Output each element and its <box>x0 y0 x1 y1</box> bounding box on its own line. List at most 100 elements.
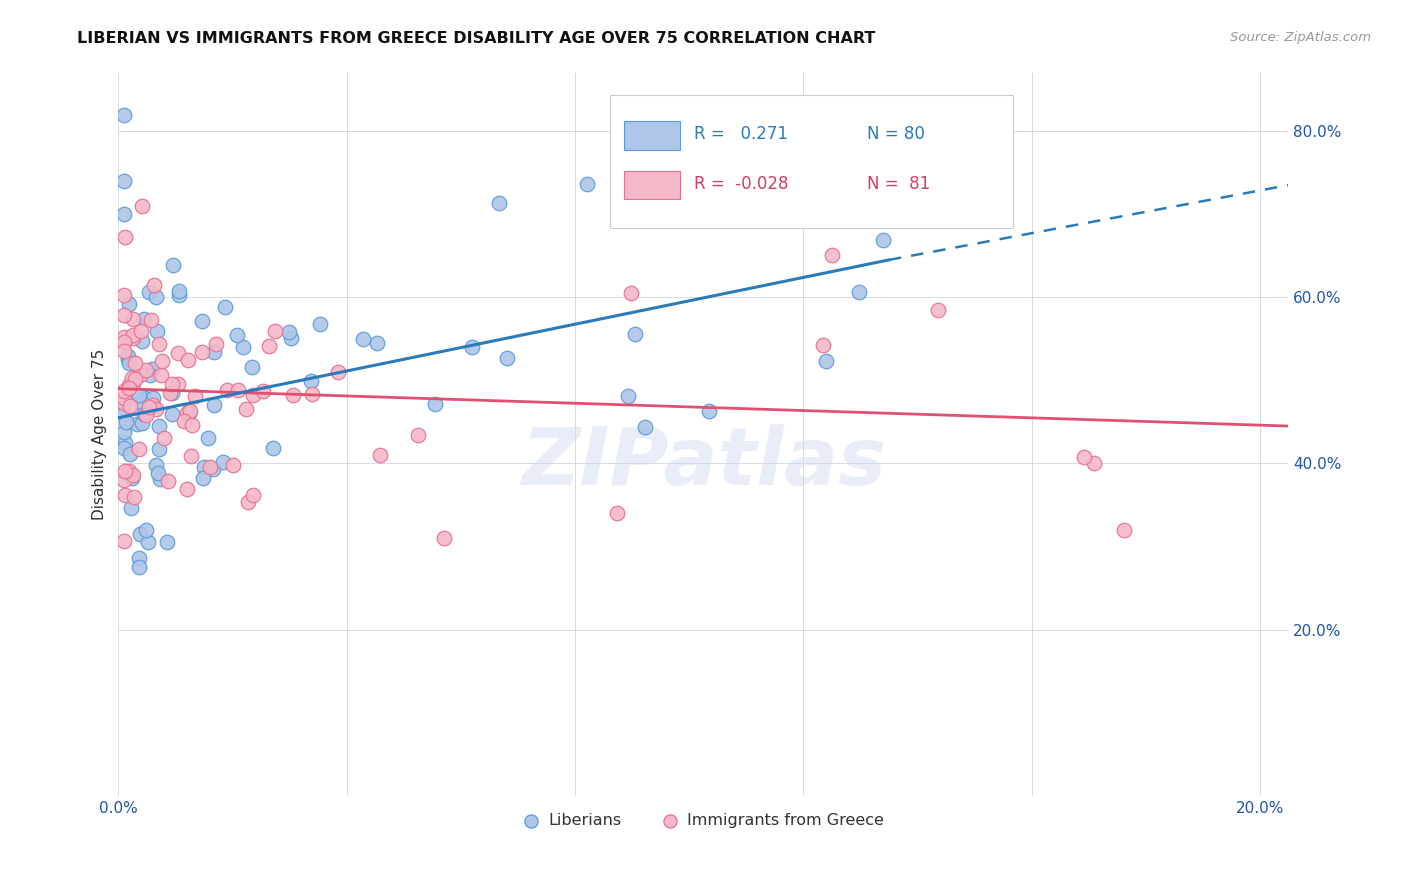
Point <box>299 374 322 388</box>
Point <box>278 325 301 339</box>
Point <box>235 401 257 416</box>
Point <box>112 207 135 221</box>
Point <box>1114 523 1136 537</box>
Point <box>156 534 179 549</box>
Point <box>927 303 949 318</box>
Point <box>309 317 332 331</box>
Point <box>131 334 153 349</box>
Point <box>112 308 135 322</box>
Point <box>616 389 638 403</box>
Point <box>848 285 870 300</box>
Point <box>460 340 482 354</box>
Point <box>138 285 160 300</box>
Point <box>132 312 155 326</box>
Text: R =  -0.028: R = -0.028 <box>695 175 789 193</box>
Point <box>352 332 374 346</box>
Point <box>162 376 184 391</box>
Point <box>166 346 188 360</box>
Point <box>112 407 135 421</box>
Point <box>121 331 143 345</box>
Point <box>488 196 510 211</box>
Point <box>121 370 143 384</box>
Point <box>226 383 249 397</box>
Text: R =   0.271: R = 0.271 <box>695 126 789 144</box>
Point <box>145 290 167 304</box>
Point <box>173 414 195 428</box>
Point <box>132 407 155 421</box>
Point <box>162 386 184 401</box>
Point <box>1083 456 1105 470</box>
Point <box>139 312 162 326</box>
Point <box>148 418 170 433</box>
Point <box>214 300 236 314</box>
Point <box>129 324 152 338</box>
Point <box>934 169 956 184</box>
Point <box>112 107 135 121</box>
Point <box>202 344 225 359</box>
Point <box>112 330 135 344</box>
Point <box>136 535 159 549</box>
Y-axis label: Disability Age Over 75: Disability Age Over 75 <box>93 349 107 520</box>
Point <box>114 230 136 244</box>
Point <box>620 286 643 301</box>
Point <box>181 417 204 432</box>
Point <box>129 527 152 541</box>
Point <box>202 398 225 412</box>
Point <box>138 400 160 414</box>
Point <box>162 258 184 272</box>
Point <box>240 360 263 375</box>
Point <box>112 174 135 188</box>
Point <box>634 419 657 434</box>
Point <box>150 354 173 368</box>
Point <box>160 407 183 421</box>
Point <box>112 334 135 349</box>
Point <box>131 416 153 430</box>
Point <box>118 399 141 413</box>
Point <box>142 392 165 406</box>
Point <box>145 458 167 472</box>
Point <box>152 431 174 445</box>
Point <box>326 365 349 379</box>
Text: ZIPatlas: ZIPatlas <box>522 425 886 502</box>
Point <box>135 408 157 422</box>
Point <box>150 368 173 382</box>
Bar <box>624 121 681 151</box>
Point <box>112 396 135 410</box>
Point <box>121 470 143 484</box>
Point <box>167 377 190 392</box>
Point <box>128 551 150 566</box>
Point <box>262 441 284 455</box>
Point <box>122 312 145 326</box>
Point <box>131 199 153 213</box>
Point <box>697 404 720 418</box>
Point <box>117 349 139 363</box>
Point <box>112 425 135 440</box>
Point <box>148 442 170 456</box>
Point <box>145 402 167 417</box>
Point <box>204 337 226 351</box>
Point <box>115 415 138 429</box>
Point <box>157 474 180 488</box>
Point <box>127 417 149 432</box>
Point <box>141 362 163 376</box>
Point <box>423 397 446 411</box>
Point <box>264 324 287 338</box>
Point <box>193 460 215 475</box>
Point <box>114 488 136 502</box>
Text: N =  81: N = 81 <box>868 175 931 193</box>
Point <box>179 404 201 418</box>
Point <box>232 340 254 354</box>
Point <box>122 327 145 342</box>
FancyBboxPatch shape <box>610 95 1014 228</box>
Point <box>212 455 235 469</box>
Point <box>1073 450 1095 464</box>
Point <box>201 461 224 475</box>
Point <box>242 488 264 502</box>
Point <box>134 391 156 405</box>
Point <box>118 464 141 478</box>
Point <box>177 404 200 418</box>
Point <box>112 288 135 302</box>
Point <box>142 398 165 412</box>
Point <box>128 560 150 574</box>
Point <box>727 197 749 211</box>
